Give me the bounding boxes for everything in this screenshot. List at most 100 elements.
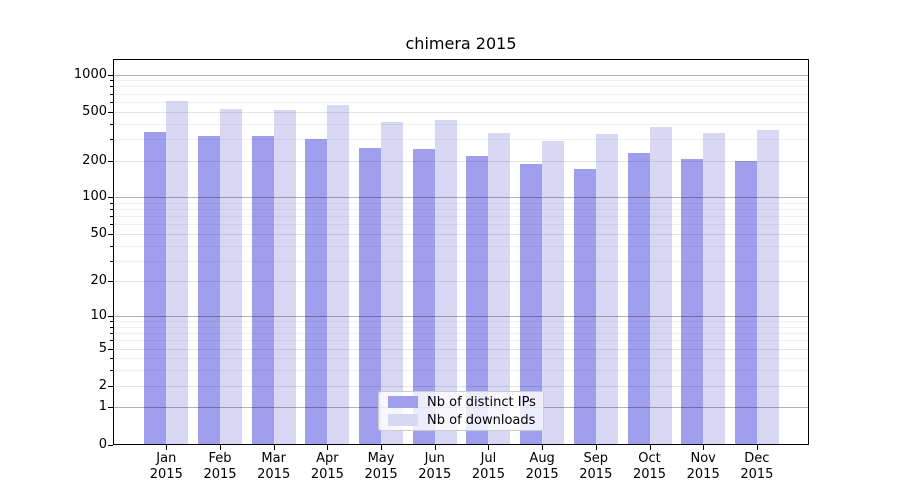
gridline-y-4 bbox=[113, 358, 809, 360]
x-tick-year: 2015 bbox=[418, 467, 452, 482]
legend-item-distinct-ips: Nb of distinct IPs bbox=[388, 395, 543, 410]
y-minor-tick-80 bbox=[110, 209, 113, 211]
x-tick-mark-apr bbox=[327, 445, 329, 450]
y-minor-tick-60 bbox=[110, 224, 113, 226]
x-tick-year: 2015 bbox=[364, 467, 398, 482]
x-tick-label-apr: Apr 2015 bbox=[299, 451, 355, 483]
legend-swatch-downloads bbox=[388, 414, 418, 426]
bar-downloads-sep bbox=[595, 133, 618, 445]
legend-label-distinct-ips: Nb of distinct IPs bbox=[427, 394, 536, 410]
bar-downloads-may bbox=[381, 122, 404, 445]
y-tick-mark-1000 bbox=[108, 74, 113, 76]
x-tick-month: Sep bbox=[583, 451, 609, 466]
x-tick-month: Mar bbox=[261, 451, 286, 466]
gridline-y-700 bbox=[113, 93, 809, 95]
y-minor-tick-90 bbox=[110, 202, 113, 204]
bar-distinct-ips-jun bbox=[412, 149, 435, 445]
bar-distinct-ips-dec bbox=[734, 161, 757, 445]
gridline-y-50 bbox=[113, 233, 809, 235]
y-minor-tick-800 bbox=[110, 86, 113, 88]
bar-distinct-ips-oct bbox=[627, 153, 650, 445]
gridline-y-8 bbox=[113, 326, 809, 328]
x-tick-year: 2015 bbox=[471, 467, 505, 482]
bar-distinct-ips-nov bbox=[681, 158, 704, 445]
y-minor-tick-8 bbox=[110, 326, 113, 328]
y-minor-tick-4 bbox=[110, 358, 113, 360]
y-tick-label-20: 20 bbox=[90, 273, 107, 289]
x-tick-year: 2015 bbox=[740, 467, 774, 482]
y-tick-mark-500 bbox=[108, 111, 113, 113]
y-tick-mark-20 bbox=[108, 281, 113, 283]
bar-downloads-nov bbox=[703, 132, 726, 445]
y-tick-mark-10 bbox=[108, 316, 113, 318]
y-minor-tick-70 bbox=[110, 216, 113, 218]
x-tick-label-jun: Jun 2015 bbox=[407, 451, 463, 483]
y-minor-tick-700 bbox=[110, 93, 113, 95]
y-tick-mark-0 bbox=[108, 444, 113, 446]
x-tick-label-sep: Sep 2015 bbox=[568, 451, 624, 483]
y-minor-tick-9 bbox=[110, 321, 113, 323]
gridline-y-900 bbox=[113, 80, 809, 82]
bar-distinct-ips-jan bbox=[144, 131, 167, 445]
legend-label-downloads: Nb of downloads bbox=[427, 412, 536, 428]
gridline-y-1000 bbox=[113, 74, 809, 76]
x-tick-year: 2015 bbox=[203, 467, 237, 482]
gridline-y-300 bbox=[113, 138, 809, 140]
bar-downloads-jul bbox=[488, 132, 511, 445]
x-tick-mark-dec bbox=[756, 445, 758, 450]
legend: Nb of distinct IPs Nb of downloads bbox=[378, 391, 544, 431]
bar-downloads-mar bbox=[273, 109, 296, 445]
bar-downloads-dec bbox=[756, 129, 779, 445]
y-tick-label-10: 10 bbox=[90, 308, 107, 324]
y-tick-label-500: 500 bbox=[82, 103, 107, 119]
legend-swatch-distinct-ips bbox=[388, 396, 418, 408]
bar-distinct-ips-sep bbox=[573, 169, 596, 445]
x-tick-month: May bbox=[367, 451, 395, 466]
y-minor-tick-30 bbox=[110, 260, 113, 262]
gridline-y-7 bbox=[113, 333, 809, 335]
y-minor-tick-6 bbox=[110, 340, 113, 342]
bar-downloads-jun bbox=[434, 119, 457, 445]
x-tick-year: 2015 bbox=[149, 467, 183, 482]
gridline-y-400 bbox=[113, 123, 809, 125]
x-tick-month: Jan bbox=[156, 451, 177, 466]
y-minor-tick-400 bbox=[110, 123, 113, 125]
gridline-y-200 bbox=[113, 160, 809, 162]
x-tick-label-dec: Dec 2015 bbox=[729, 451, 785, 483]
y-tick-label-1: 1 bbox=[98, 399, 107, 415]
gridline-y-600 bbox=[113, 101, 809, 103]
x-tick-year: 2015 bbox=[686, 467, 720, 482]
bar-distinct-ips-feb bbox=[197, 136, 220, 445]
y-tick-mark-50 bbox=[108, 233, 113, 235]
bar-downloads-feb bbox=[219, 109, 242, 445]
x-tick-mark-aug bbox=[542, 445, 544, 450]
x-tick-mark-may bbox=[381, 445, 383, 450]
gridline-y-20 bbox=[113, 281, 809, 283]
x-tick-mark-jun bbox=[434, 445, 436, 450]
y-minor-tick-900 bbox=[110, 80, 113, 82]
y-tick-label-1000: 1000 bbox=[73, 66, 107, 82]
legend-item-downloads: Nb of downloads bbox=[388, 413, 543, 428]
chart-title: chimera 2015 bbox=[405, 34, 517, 53]
gridline-y-9 bbox=[113, 321, 809, 323]
y-tick-label-2: 2 bbox=[98, 377, 107, 393]
x-tick-month: Nov bbox=[690, 451, 716, 466]
x-tick-mark-mar bbox=[273, 445, 275, 450]
x-tick-mark-jan bbox=[166, 445, 168, 450]
y-minor-tick-40 bbox=[110, 245, 113, 247]
y-minor-tick-3 bbox=[110, 370, 113, 372]
gridline-y-6 bbox=[113, 340, 809, 342]
x-tick-year: 2015 bbox=[525, 467, 559, 482]
x-tick-mark-oct bbox=[649, 445, 651, 450]
x-tick-year: 2015 bbox=[310, 467, 344, 482]
x-tick-mark-jul bbox=[488, 445, 490, 450]
x-tick-mark-sep bbox=[595, 445, 597, 450]
x-tick-year: 2015 bbox=[257, 467, 291, 482]
x-tick-label-jan: Jan 2015 bbox=[138, 451, 194, 483]
gridline-y-90 bbox=[113, 202, 809, 204]
plot-area bbox=[113, 59, 809, 445]
bar-downloads-oct bbox=[649, 127, 672, 445]
x-tick-label-nov: Nov 2015 bbox=[675, 451, 731, 483]
x-tick-mark-nov bbox=[703, 445, 705, 450]
